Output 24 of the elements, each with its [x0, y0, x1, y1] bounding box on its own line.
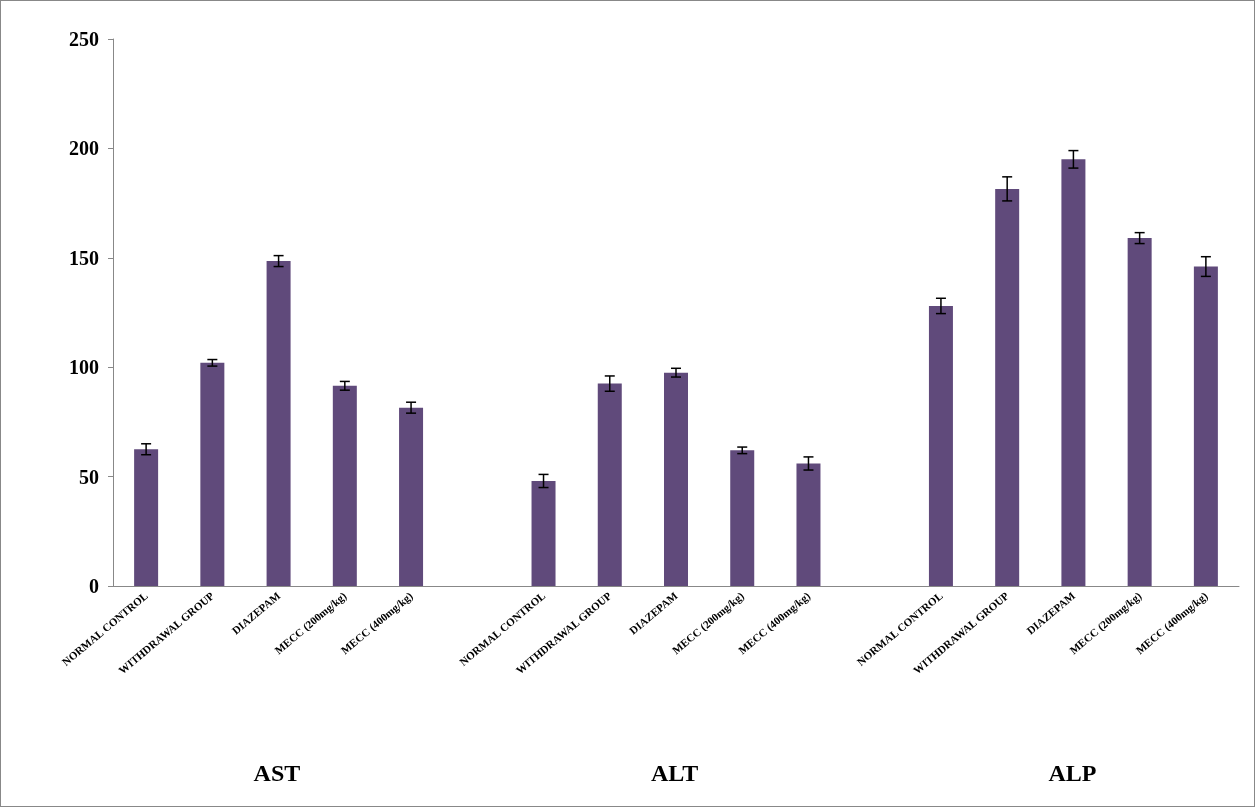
bar	[995, 188, 1020, 586]
bar	[266, 261, 291, 586]
y-tick-label: 50	[79, 465, 99, 488]
bar	[200, 362, 225, 586]
y-tick-label: 200	[69, 137, 99, 160]
y-tick-label: 100	[69, 356, 99, 379]
bar	[1193, 266, 1218, 586]
y-tick-label: 150	[69, 246, 99, 269]
bar	[1061, 159, 1086, 586]
bar	[531, 480, 556, 586]
text: ALP	[1048, 760, 1097, 786]
bar	[332, 385, 357, 586]
bar	[730, 450, 755, 586]
bar	[134, 449, 159, 586]
bar	[597, 383, 622, 586]
bar	[1127, 238, 1152, 586]
bar	[399, 407, 424, 586]
bar	[796, 463, 821, 586]
bar	[928, 305, 953, 586]
text: ALT	[651, 760, 699, 786]
text: AST	[253, 760, 301, 786]
y-tick-label: 0	[89, 575, 99, 597]
y-tick-label: 250	[69, 28, 99, 50]
bar	[664, 372, 688, 586]
